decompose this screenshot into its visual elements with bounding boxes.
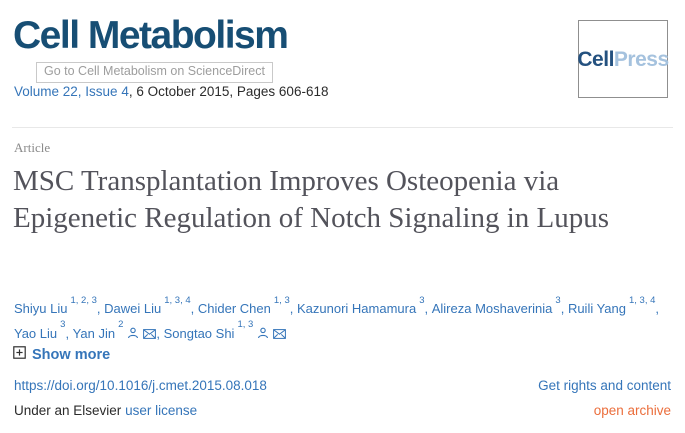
author: Dawei Liu1, 3, 4,: [104, 295, 198, 317]
doi-row: https://doi.org/10.1016/j.cmet.2015.08.0…: [14, 378, 671, 393]
author: Alireza Moshaverinia3,: [431, 295, 568, 317]
author-separator: ,: [424, 301, 432, 317]
article-type-label: Article: [14, 140, 51, 155]
author-link[interactable]: Kazunori Hamamura: [296, 301, 417, 317]
license-prefix: Under an Elsevier: [14, 403, 126, 418]
author: Yao Liu3,: [14, 319, 73, 341]
plus-box-icon: [13, 346, 26, 363]
author-separator: ,: [190, 301, 198, 317]
author-separator: ,: [96, 301, 105, 317]
author-affiliations: 1, 2, 3: [70, 295, 97, 306]
author-separator: ,: [655, 301, 660, 317]
author-list: Shiyu Liu1, 2, 3, Dawei Liu1, 3, 4, Chid…: [14, 295, 674, 345]
doi-link[interactable]: https://doi.org/10.1016/j.cmet.2015.08.0…: [14, 378, 267, 393]
author-affiliations: 1, 3: [237, 319, 254, 331]
person-icon[interactable]: [257, 324, 269, 345]
author-link[interactable]: Ruili Yang: [567, 301, 626, 317]
author-link[interactable]: Chider Chen: [197, 301, 271, 317]
author-affiliations: 1, 3, 4: [629, 295, 656, 306]
author-affiliations: 3: [419, 295, 425, 306]
author: Songtao Shi1, 3: [163, 319, 287, 341]
cellpress-logo-press: Press: [613, 47, 669, 71]
cellpress-logo-cell: Cell: [577, 47, 614, 71]
show-more-button[interactable]: Show more: [13, 346, 110, 363]
user-license-link[interactable]: user license: [125, 403, 198, 418]
author: Yan Jin2,: [72, 319, 164, 341]
show-more-label: Show more: [32, 346, 111, 363]
article-title: MSC Transplantation Improves Osteopenia …: [13, 165, 610, 234]
get-rights-link[interactable]: Get rights and content: [538, 378, 671, 393]
journal-logo-link[interactable]: Cell Metabolism: [13, 14, 289, 57]
author: Kazunori Hamamura3,: [296, 295, 432, 317]
author-affiliations: 3: [60, 319, 66, 331]
author-separator: ,: [65, 325, 73, 341]
author-link[interactable]: Alireza Moshaverinia: [431, 301, 553, 317]
author: Chider Chen1, 3,: [197, 295, 297, 317]
author-link[interactable]: Songtao Shi: [163, 325, 235, 341]
author: Ruili Yang1, 3, 4,: [567, 295, 660, 317]
author-link[interactable]: Yan Jin: [72, 325, 116, 341]
volume-issue-link[interactable]: Volume 22, Issue 4: [14, 84, 129, 99]
person-icon[interactable]: [127, 324, 139, 345]
author-affiliations: 1, 3: [273, 295, 290, 306]
author-link[interactable]: Yao Liu: [14, 325, 58, 341]
author-affiliations: 2: [118, 319, 124, 331]
author-link[interactable]: Shiyu Liu: [14, 301, 68, 317]
author-separator: ,: [156, 325, 164, 341]
issue-date-pages: , 6 October 2015, Pages 606-618: [128, 84, 329, 99]
author-affiliations: 3: [555, 295, 561, 306]
volume-issue-line: Volume 22, Issue 4, 6 October 2015, Page…: [14, 84, 328, 99]
license-row: Under an Elsevier user license open arch…: [14, 403, 671, 418]
author-separator: ,: [560, 301, 568, 317]
journal-logo-tooltip: Go to Cell Metabolism on ScienceDirect: [36, 62, 273, 83]
license-text: Under an Elsevier user license: [14, 403, 197, 418]
envelope-icon[interactable]: [273, 324, 287, 345]
header-divider: [12, 127, 673, 128]
open-archive-link[interactable]: open archive: [593, 403, 671, 418]
cellpress-logo[interactable]: Cell Press: [577, 20, 669, 98]
author-affiliations: 1, 3, 4: [164, 295, 191, 306]
author-link[interactable]: Dawei Liu: [104, 301, 162, 317]
envelope-icon[interactable]: [143, 324, 157, 345]
author-separator: ,: [289, 301, 297, 317]
author: Shiyu Liu1, 2, 3,: [14, 295, 105, 317]
